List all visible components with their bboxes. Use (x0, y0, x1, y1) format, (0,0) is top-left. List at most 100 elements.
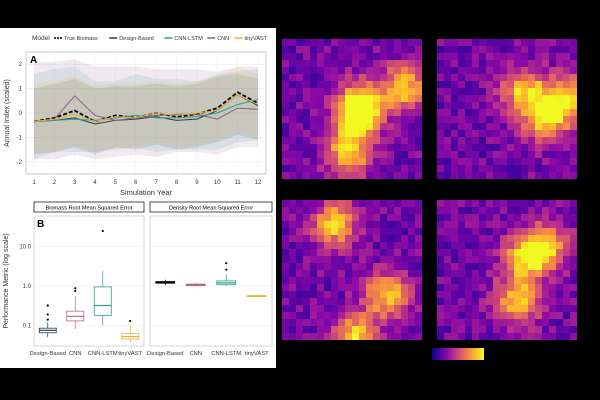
heatmap-cell (387, 326, 395, 334)
heatmap-cell (472, 249, 480, 257)
heatmap-cell (317, 74, 325, 82)
heatmap-cell (401, 158, 409, 166)
heatmap-cell (486, 123, 494, 131)
heatmap-cell (338, 39, 346, 47)
heatmap-cell (338, 326, 346, 334)
heatmap-cell (394, 305, 402, 313)
heatmap-cell (380, 277, 388, 285)
heatmap-cell (451, 137, 459, 145)
heatmap-cell (535, 109, 543, 117)
heatmap-cell (387, 228, 395, 236)
x-tick-label: CNN-LSTM (211, 351, 241, 357)
heatmap-cell (437, 270, 445, 278)
heatmap-cell (458, 228, 466, 236)
heatmap-cell (303, 200, 311, 208)
heatmap-cell (472, 326, 480, 334)
heatmap-cell (296, 67, 304, 75)
heatmap-cell (451, 298, 459, 306)
heatmap-cell (556, 207, 564, 215)
heatmap-cell (373, 242, 381, 250)
heatmap-cell (380, 39, 388, 47)
heatmap-cell (458, 270, 466, 278)
heatmap-cell (437, 263, 445, 271)
heatmap-cell (507, 298, 515, 306)
heatmap-cell (570, 207, 577, 215)
heatmap-cell (317, 284, 325, 292)
heatmap-cell (507, 116, 515, 124)
heatmap-cell (359, 67, 367, 75)
heatmap-cell (366, 298, 374, 306)
heatmap-cell (366, 123, 374, 131)
heatmap-cell (345, 144, 353, 152)
colorbar-segment (460, 348, 463, 360)
heatmap-cell (289, 221, 297, 229)
heatmap-cell (451, 151, 459, 159)
heatmap-cell (401, 221, 409, 229)
heatmap-cell (535, 221, 543, 229)
heatmap-cell (408, 333, 416, 340)
heatmap-cell (451, 102, 459, 110)
heatmap-cell (401, 277, 409, 285)
heatmap-cell (289, 95, 297, 103)
heatmap-cell (493, 333, 501, 340)
heatmap-cell (437, 158, 445, 166)
heatmap-cell (521, 81, 529, 89)
heatmap-cell (415, 207, 422, 215)
heatmap-cell (507, 228, 515, 236)
heatmap-cell (500, 53, 508, 61)
heatmap-cell (282, 214, 290, 222)
heatmap-cell (359, 102, 367, 110)
heatmap-cell (338, 88, 346, 96)
heatmap-cell (415, 53, 422, 61)
heatmap-cell (324, 109, 332, 117)
heatmap-cell (437, 326, 445, 334)
heatmap-cell (535, 74, 543, 82)
heatmap-cell (366, 88, 374, 96)
heatmap-cell (472, 67, 480, 75)
heatmap-cell (373, 109, 381, 117)
heatmap-cell (338, 165, 346, 173)
heatmap-cell (387, 137, 395, 145)
heatmap-cell (451, 228, 459, 236)
heatmap-cell (521, 263, 529, 271)
heatmap-cell (380, 333, 388, 340)
heatmap-cell (303, 144, 311, 152)
heatmap-cell (401, 256, 409, 264)
heatmap-cell (394, 74, 402, 82)
heatmap-cell (521, 256, 529, 264)
heatmap-cell (493, 109, 501, 117)
heatmap-cell (359, 284, 367, 292)
heatmap-cell (570, 319, 577, 327)
heatmap-cell (528, 235, 536, 243)
heatmap-cell (479, 172, 487, 179)
heatmap-cell (500, 123, 508, 131)
heatmap-cell (514, 109, 522, 117)
heatmap-cell (380, 123, 388, 131)
heatmap-cell (310, 326, 318, 334)
heatmap-cell (479, 130, 487, 138)
heatmap-cell (394, 221, 402, 229)
heatmap-cell (401, 207, 409, 215)
heatmap-cell (563, 95, 571, 103)
heatmap-cell (352, 298, 360, 306)
heatmap-cell (542, 102, 550, 110)
heatmap-cell (401, 130, 409, 138)
heatmap-cell (528, 214, 536, 222)
heatmap-cell (570, 284, 577, 292)
heatmap-cell (324, 123, 332, 131)
outlier-point (46, 304, 49, 307)
heatmap-cell (408, 291, 416, 299)
heatmap-cell (451, 305, 459, 313)
heatmap-cell (437, 256, 445, 264)
heatmap-cell (310, 46, 318, 54)
heatmap-cell (465, 298, 473, 306)
heatmap-cell (542, 270, 550, 278)
heatmap-cell (345, 200, 353, 208)
x-tick-label: 1 (32, 180, 36, 186)
heatmap-cell (479, 242, 487, 250)
heatmap-cell (352, 333, 360, 340)
heatmap-cell (296, 277, 304, 285)
heatmap-cell (486, 242, 494, 250)
heatmap-cell (331, 305, 339, 313)
heatmap-cell (563, 53, 571, 61)
